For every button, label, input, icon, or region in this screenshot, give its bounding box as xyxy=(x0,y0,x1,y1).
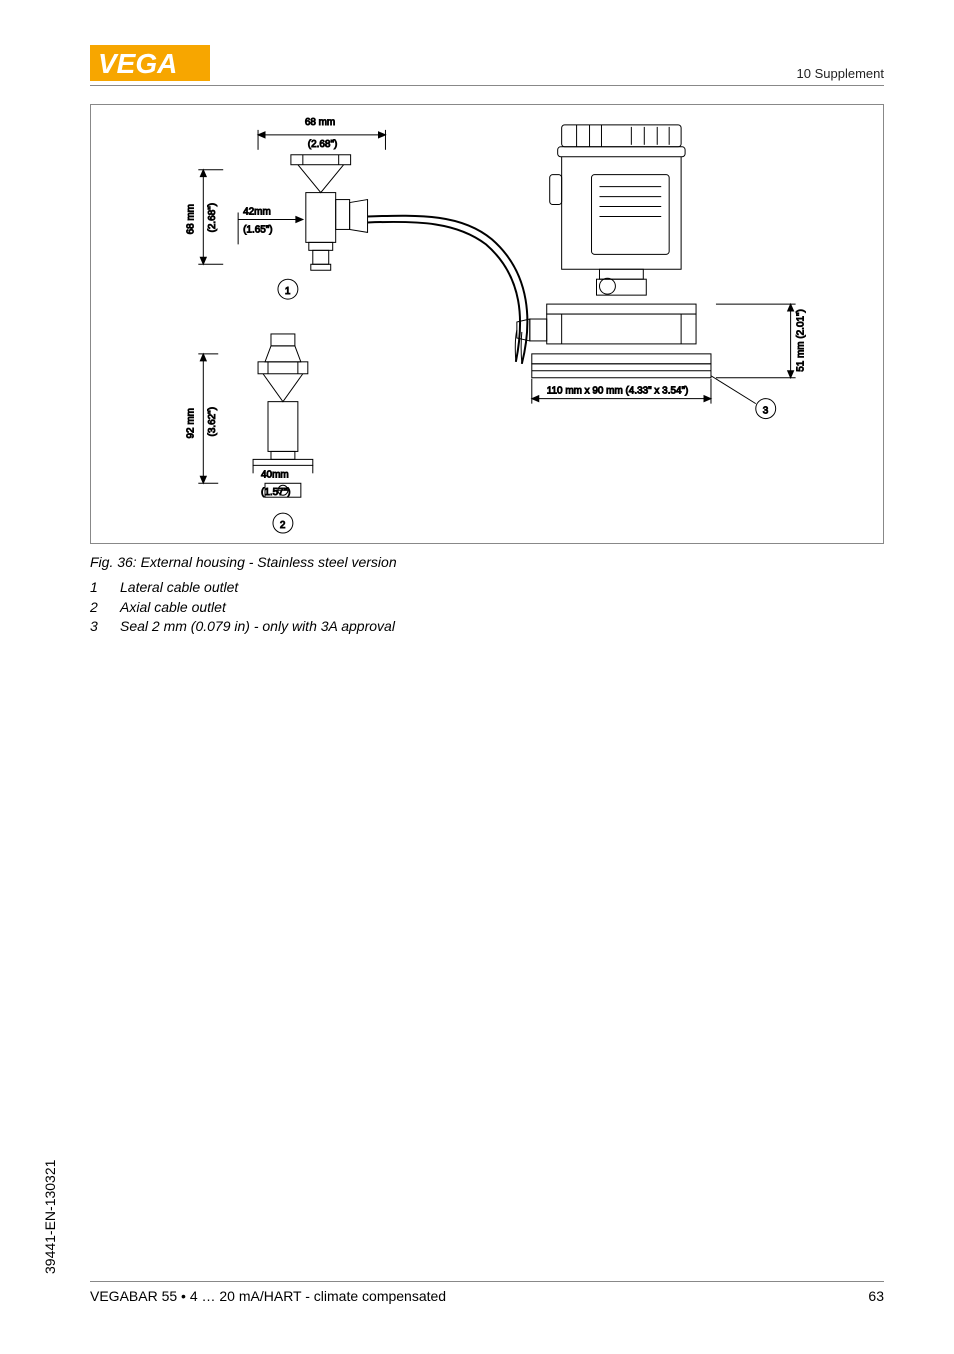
dim-bw1-mm: 42mm xyxy=(243,207,271,218)
dim-top-in: (2.68") xyxy=(308,139,338,150)
figure-caption: Fig. 36: External housing - Stainless st… xyxy=(90,554,884,570)
figure-box: 68 mm (2.68") 68 mm (2.68") xyxy=(90,104,884,544)
legend-text: Seal 2 mm (0.079 in) - only with 3A appr… xyxy=(120,617,395,637)
legend-text: Axial cable outlet xyxy=(120,598,226,618)
dim-rh-mm: 51 mm (2.01") xyxy=(796,309,807,372)
page-header: VEGA 10 Supplement xyxy=(90,40,884,86)
legend-row: 3 Seal 2 mm (0.079 in) - only with 3A ap… xyxy=(90,617,884,637)
legend-text: Lateral cable outlet xyxy=(120,578,238,598)
legend-num: 1 xyxy=(90,578,102,598)
header-section-label: 10 Supplement xyxy=(797,66,884,81)
footer-left: VEGABAR 55 • 4 … 20 mA/HART - climate co… xyxy=(90,1288,446,1304)
page-footer: VEGABAR 55 • 4 … 20 mA/HART - climate co… xyxy=(90,1281,884,1304)
dim-lh1-mm: 68 mm xyxy=(185,204,196,234)
logo-text: VEGA xyxy=(98,48,177,79)
dim-lh2-in: (3.62") xyxy=(207,407,218,437)
callout-2: 2 xyxy=(280,520,286,531)
footer-page-number: 63 xyxy=(868,1288,884,1304)
page: VEGA 10 Supplement 68 mm (2.68") xyxy=(0,0,954,1354)
legend-num: 2 xyxy=(90,598,102,618)
legend-row: 2 Axial cable outlet xyxy=(90,598,884,618)
dim-base: 110 mm x 90 mm (4.33" x 3.54") xyxy=(547,386,689,397)
figure-legend: 1 Lateral cable outlet 2 Axial cable out… xyxy=(90,578,884,637)
callout-1: 1 xyxy=(285,286,291,297)
vega-logo: VEGA xyxy=(90,45,210,81)
dim-bw2-in: (1.57") xyxy=(261,487,291,498)
callout-3: 3 xyxy=(763,406,769,417)
dim-bw2-mm: 40mm xyxy=(261,469,289,480)
side-document-code: 39441-EN-130321 xyxy=(42,1160,58,1274)
technical-drawing: 68 mm (2.68") 68 mm (2.68") xyxy=(91,105,883,543)
dim-lh1-in: (2.68") xyxy=(207,203,218,233)
dim-bw1-in: (1.65") xyxy=(243,224,273,235)
dim-lh2-mm: 92 mm xyxy=(185,408,196,438)
dim-top-mm: 68 mm xyxy=(305,117,335,128)
legend-num: 3 xyxy=(90,617,102,637)
legend-row: 1 Lateral cable outlet xyxy=(90,578,884,598)
